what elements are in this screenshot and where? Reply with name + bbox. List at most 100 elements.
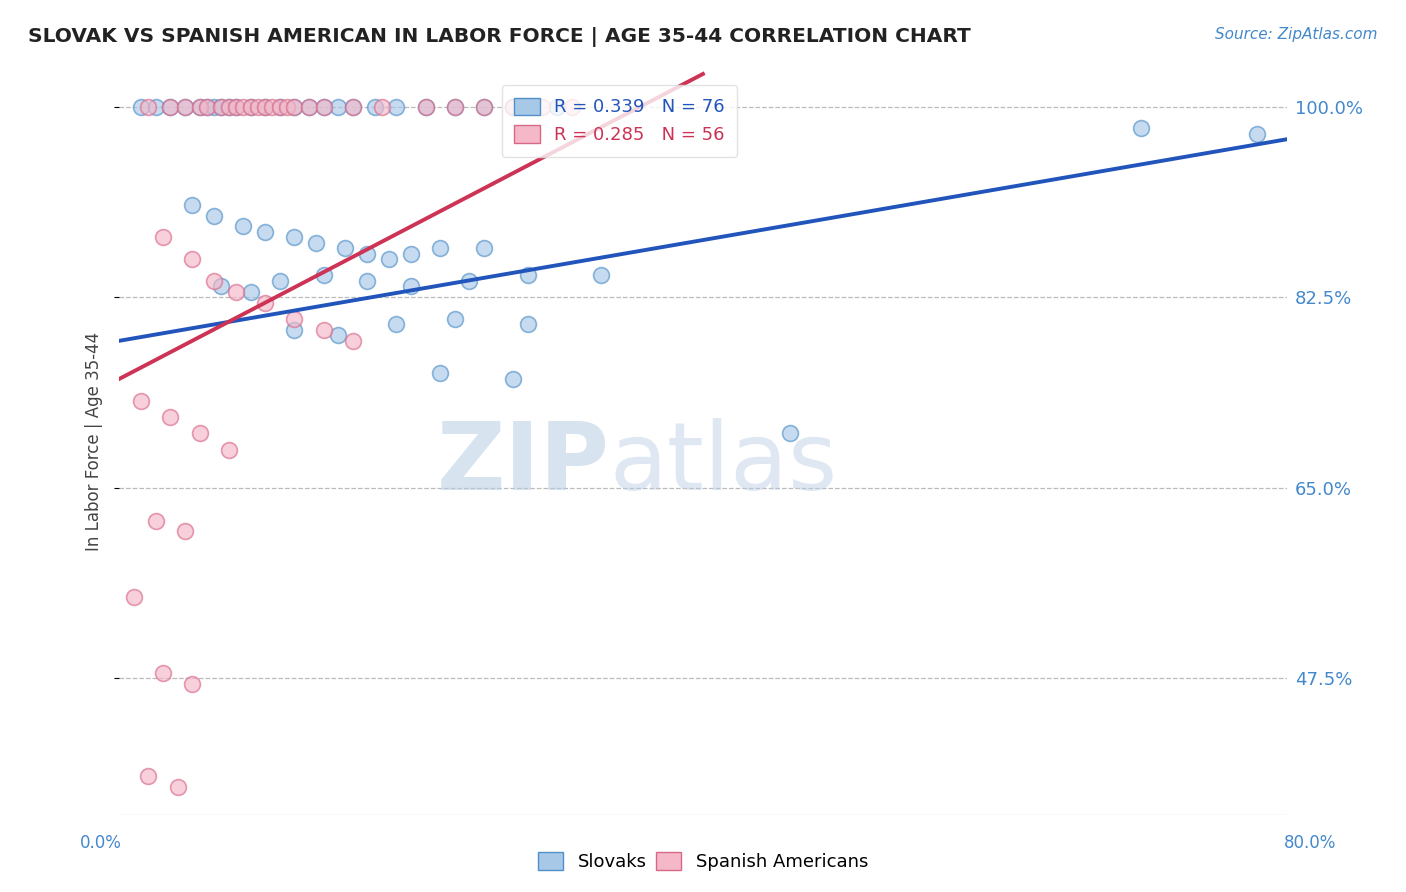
- Point: [218, 100, 240, 114]
- Point: [399, 279, 422, 293]
- Point: [195, 100, 218, 114]
- Point: [181, 252, 204, 266]
- Point: [429, 367, 451, 381]
- Point: [444, 100, 467, 114]
- Point: [188, 426, 211, 441]
- Point: [254, 295, 277, 310]
- Point: [283, 312, 305, 326]
- Point: [269, 100, 291, 114]
- Point: [429, 241, 451, 255]
- Point: [239, 100, 262, 114]
- Point: [254, 100, 277, 114]
- Point: [305, 235, 328, 250]
- Point: [415, 100, 437, 114]
- Y-axis label: In Labor Force | Age 35-44: In Labor Force | Age 35-44: [86, 332, 103, 551]
- Point: [202, 100, 225, 114]
- Point: [159, 100, 181, 114]
- Point: [342, 334, 364, 348]
- Point: [166, 780, 188, 795]
- Point: [209, 100, 232, 114]
- Point: [129, 100, 152, 114]
- Point: [188, 100, 211, 114]
- Point: [188, 100, 211, 114]
- Point: [472, 100, 495, 114]
- Point: [1129, 121, 1152, 136]
- Legend: R = 0.339   N = 76, R = 0.285   N = 56: R = 0.339 N = 76, R = 0.285 N = 56: [502, 85, 738, 157]
- Legend: Slovaks, Spanish Americans: Slovaks, Spanish Americans: [531, 846, 875, 879]
- Point: [561, 100, 583, 114]
- Point: [209, 100, 232, 114]
- Point: [202, 209, 225, 223]
- Point: [174, 100, 197, 114]
- Point: [298, 100, 321, 114]
- Point: [356, 246, 378, 260]
- Point: [181, 677, 204, 691]
- Point: [232, 219, 254, 234]
- Point: [138, 769, 160, 783]
- Point: [202, 274, 225, 288]
- Point: [159, 100, 181, 114]
- Point: [502, 100, 524, 114]
- Text: 80.0%: 80.0%: [1284, 834, 1337, 852]
- Point: [472, 100, 495, 114]
- Point: [342, 100, 364, 114]
- Point: [152, 230, 174, 244]
- Point: [283, 100, 305, 114]
- Point: [174, 524, 197, 539]
- Point: [399, 246, 422, 260]
- Point: [371, 100, 394, 114]
- Point: [312, 323, 335, 337]
- Point: [283, 230, 305, 244]
- Point: [385, 100, 408, 114]
- Point: [269, 274, 291, 288]
- Point: [335, 241, 357, 255]
- Point: [232, 100, 254, 114]
- Point: [326, 328, 349, 343]
- Point: [152, 665, 174, 680]
- Point: [444, 312, 467, 326]
- Point: [159, 410, 181, 425]
- Point: [254, 225, 277, 239]
- Point: [779, 426, 801, 441]
- Point: [239, 100, 262, 114]
- Point: [246, 100, 269, 114]
- Point: [444, 100, 467, 114]
- Point: [145, 514, 167, 528]
- Point: [225, 100, 247, 114]
- Point: [122, 590, 145, 604]
- Point: [145, 100, 167, 114]
- Point: [356, 274, 378, 288]
- Point: [195, 100, 218, 114]
- Point: [472, 241, 495, 255]
- Point: [218, 442, 240, 457]
- Point: [254, 100, 277, 114]
- Point: [326, 100, 349, 114]
- Point: [218, 100, 240, 114]
- Point: [342, 100, 364, 114]
- Point: [129, 393, 152, 408]
- Point: [415, 100, 437, 114]
- Text: Source: ZipAtlas.com: Source: ZipAtlas.com: [1215, 27, 1378, 42]
- Point: [225, 285, 247, 299]
- Point: [385, 318, 408, 332]
- Point: [589, 268, 612, 283]
- Point: [225, 100, 247, 114]
- Point: [239, 285, 262, 299]
- Text: 0.0%: 0.0%: [80, 834, 122, 852]
- Point: [312, 100, 335, 114]
- Point: [181, 197, 204, 211]
- Point: [269, 100, 291, 114]
- Point: [531, 100, 554, 114]
- Point: [138, 100, 160, 114]
- Point: [276, 100, 298, 114]
- Point: [312, 268, 335, 283]
- Point: [283, 100, 305, 114]
- Point: [502, 372, 524, 386]
- Point: [1246, 127, 1268, 141]
- Point: [516, 268, 538, 283]
- Point: [516, 318, 538, 332]
- Text: ZIP: ZIP: [437, 418, 610, 510]
- Text: SLOVAK VS SPANISH AMERICAN IN LABOR FORCE | AGE 35-44 CORRELATION CHART: SLOVAK VS SPANISH AMERICAN IN LABOR FORC…: [28, 27, 972, 46]
- Point: [174, 100, 197, 114]
- Point: [262, 100, 284, 114]
